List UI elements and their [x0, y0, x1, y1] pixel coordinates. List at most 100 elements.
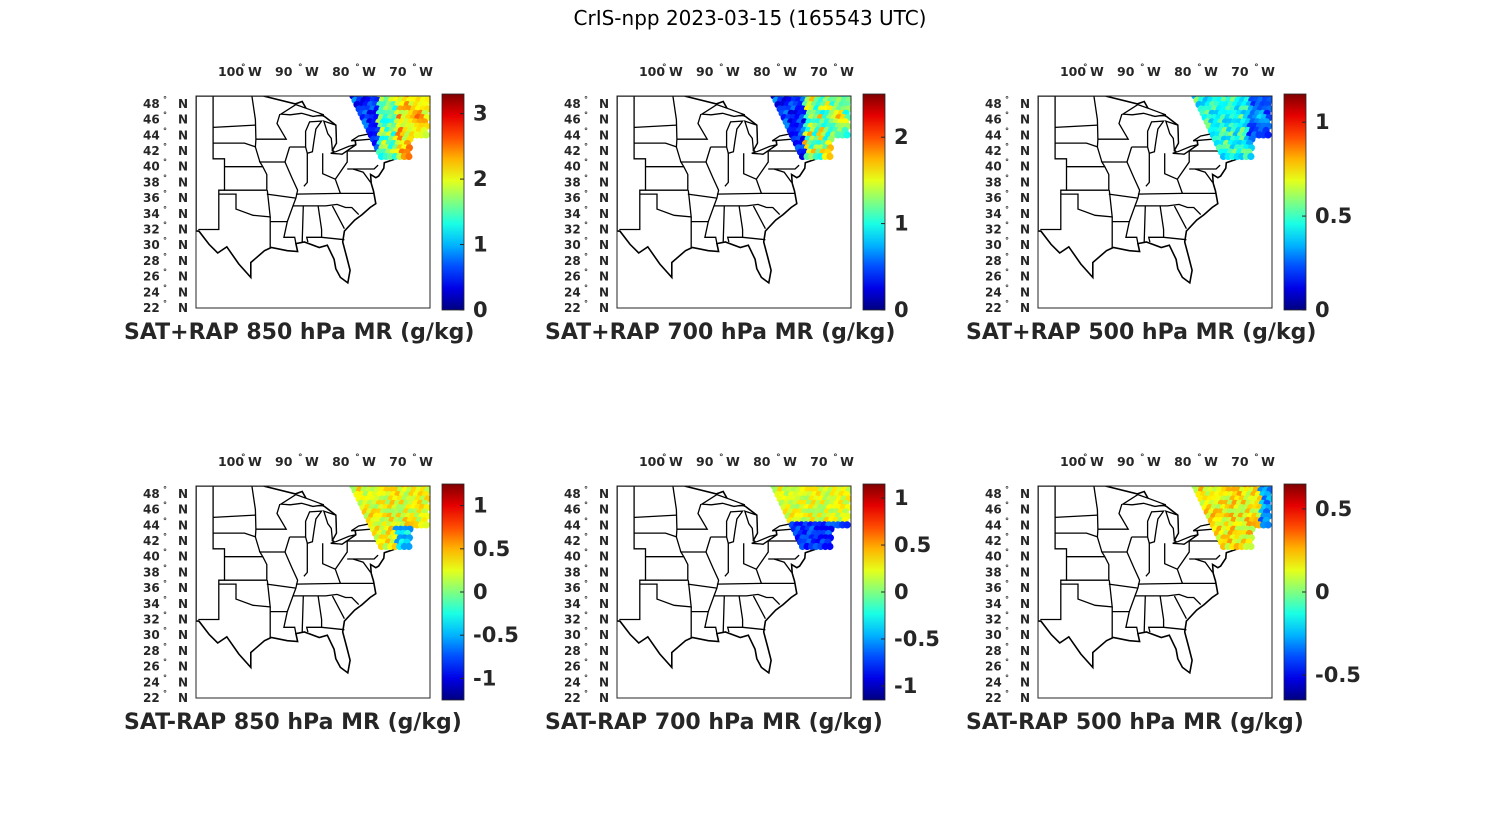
lat-tick-dir: N [599, 487, 609, 501]
lat-tick-label: 38 [564, 565, 581, 579]
state-border [293, 203, 360, 216]
degree-mark: ° [1254, 63, 1259, 73]
state-border [1143, 595, 1146, 633]
degree-mark: ° [1005, 268, 1009, 277]
state-border [213, 124, 256, 129]
state-border [687, 193, 717, 199]
degree-mark: ° [584, 126, 588, 135]
lat-tick-dir: N [1020, 628, 1030, 642]
swath-point [826, 152, 834, 161]
lat-tick-label: 26 [985, 660, 1002, 674]
lat-tick-label: 30 [564, 628, 581, 642]
degree-mark: ° [584, 173, 588, 182]
lat-tick-label: 40 [143, 550, 160, 564]
lat-tick-label: 46 [985, 503, 1002, 517]
lat-tick-dir: N [178, 113, 188, 127]
lon-tick-label: 90 [275, 454, 293, 469]
degree-mark: ° [719, 453, 724, 463]
map-figure: 100° W 90 ° W 80 ° W 70 ° W48 ° N46 ° N44 ° N42 ° N40 ° N38 °… [985, 453, 1361, 705]
state-border [1143, 205, 1146, 243]
degree-mark: ° [163, 283, 167, 292]
lat-tick-label: 38 [985, 175, 1002, 189]
great-lake [743, 120, 759, 153]
lat-tick-label: 28 [143, 254, 160, 268]
satellite-swath [349, 96, 430, 161]
panel-title: SAT-RAP 700 hPa MR (g/kg) [545, 710, 883, 735]
lat-tick-dir: N [1020, 238, 1030, 252]
map-frame [195, 485, 431, 699]
lon-tick-dir: W [1090, 454, 1104, 469]
coastline [617, 486, 847, 675]
degree-mark: ° [1005, 658, 1009, 667]
degree-mark: ° [584, 205, 588, 214]
lat-tick-label: 24 [985, 285, 1002, 299]
lat-tick-dir: N [178, 487, 188, 501]
state-border [1097, 503, 1130, 530]
great-lake [1121, 493, 1167, 508]
degree-mark: ° [163, 111, 167, 120]
colorbar-tick-label: -1 [894, 674, 917, 698]
state-border [1060, 580, 1113, 608]
lat-tick-label: 46 [564, 113, 581, 127]
state-border [639, 580, 692, 608]
state-border [679, 146, 712, 191]
state-border [752, 205, 766, 230]
lat-tick-dir: N [178, 144, 188, 158]
lat-tick-label: 44 [143, 518, 160, 532]
degree-mark: ° [1005, 126, 1009, 135]
lon-tick-label: 90 [1117, 454, 1135, 469]
lat-tick-label: 34 [143, 597, 160, 611]
lat-tick-dir: N [1020, 191, 1030, 205]
lat-tick-dir: N [599, 518, 609, 532]
lat-tick-label: 26 [985, 270, 1002, 284]
lat-tick-dir: N [1020, 113, 1030, 127]
lat-tick-label: 30 [985, 238, 1002, 252]
lat-tick-label: 46 [564, 503, 581, 517]
lat-tick-label: 42 [985, 144, 1002, 158]
lat-tick-label: 36 [564, 191, 581, 205]
degree-mark: ° [584, 548, 588, 557]
colorbar-tick-label: 2 [894, 125, 909, 149]
lat-tick-dir: N [178, 628, 188, 642]
state-border [213, 514, 256, 519]
colorbar-tick-label: 0 [1315, 580, 1330, 604]
lat-tick-label: 40 [564, 550, 581, 564]
degree-mark: ° [163, 158, 167, 167]
swath-point [1247, 542, 1255, 551]
lat-tick-label: 28 [143, 644, 160, 658]
map-figure: 100° W 90 ° W 80 ° W 70 ° W48 ° N46 ° N44 ° N42 ° N40 ° N38 °… [985, 63, 1352, 322]
great-lake [751, 534, 778, 545]
state-border [301, 205, 304, 243]
degree-mark: ° [662, 63, 667, 73]
state-border [1137, 582, 1216, 585]
lon-tick-label: 70 [1231, 64, 1249, 79]
lat-tick-label: 40 [564, 160, 581, 174]
lat-tick-dir: N [1020, 207, 1030, 221]
lat-tick-label: 28 [564, 644, 581, 658]
degree-mark: ° [1005, 220, 1009, 229]
state-border [679, 536, 712, 581]
lat-tick-label: 46 [143, 113, 160, 127]
lat-tick-dir: N [178, 191, 188, 205]
lat-tick-label: 38 [564, 175, 581, 189]
state-border [752, 595, 766, 620]
state-border [1135, 203, 1202, 216]
colorbar-tick-label: 0 [473, 580, 488, 604]
satellite-swath [770, 96, 851, 161]
state-border [1163, 626, 1187, 631]
lat-tick-dir: N [1020, 675, 1030, 689]
lat-tick-dir: N [599, 113, 609, 127]
great-lake [322, 120, 338, 153]
state-border [1125, 161, 1141, 244]
great-lake [1164, 510, 1180, 543]
lat-tick-dir: N [178, 222, 188, 236]
lon-tick-label: 100 [1060, 64, 1086, 79]
map-panel-p1: 100 ° W 90 ° W 80 ° W 70 ° W 48 ° N 46 ° N 44 ° N 42 ° N 40 ° N 38 °… [120, 60, 560, 360]
degree-mark: ° [1005, 158, 1009, 167]
state-border [218, 190, 271, 218]
great-lake [322, 510, 338, 543]
degree-mark: ° [163, 173, 167, 182]
lat-tick-dir: N [178, 207, 188, 221]
lat-tick-label: 32 [564, 222, 581, 236]
lat-tick-dir: N [1020, 581, 1030, 595]
